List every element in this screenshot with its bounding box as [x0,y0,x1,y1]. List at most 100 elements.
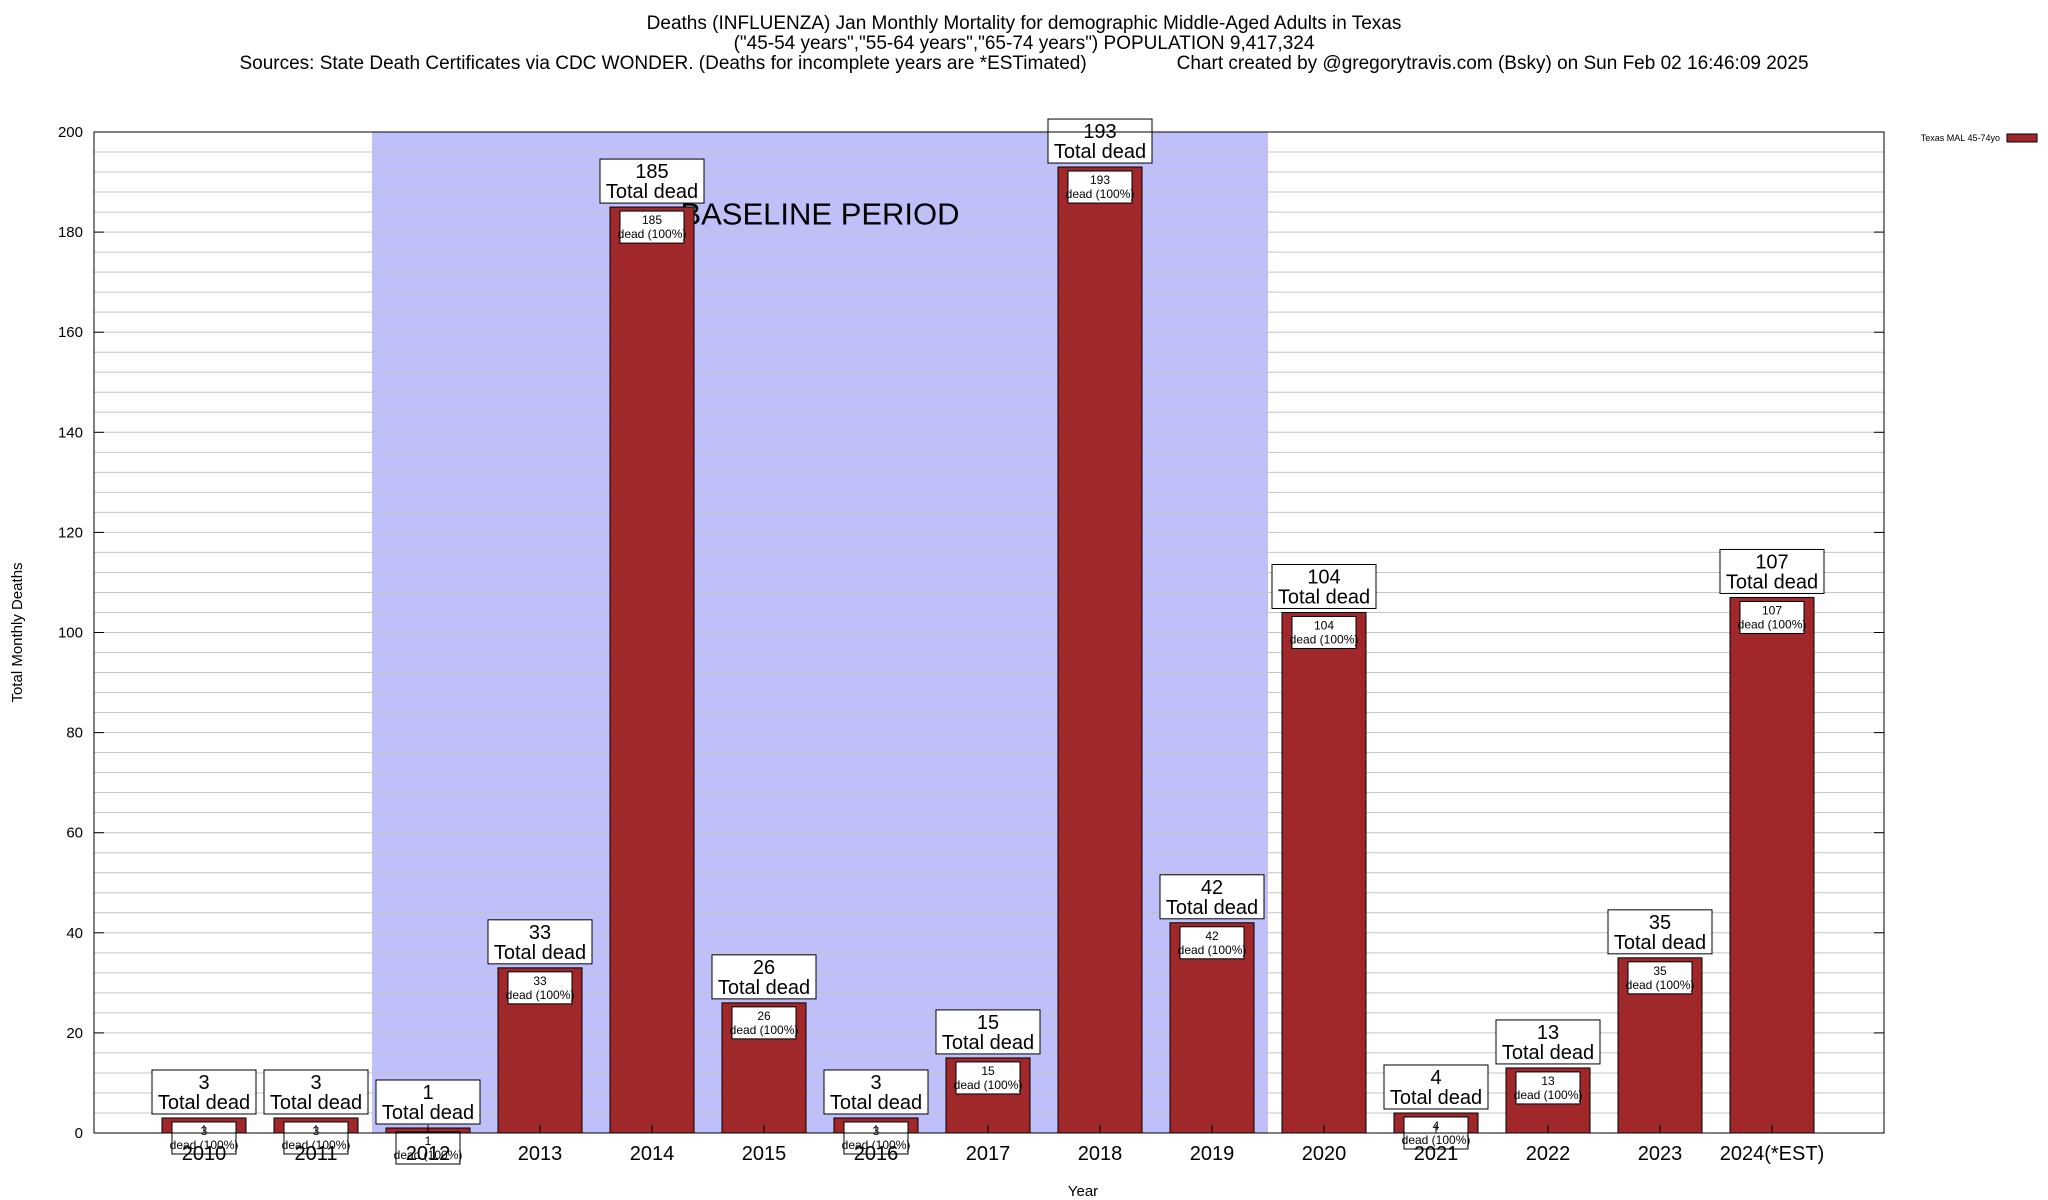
y-tick-label: 160 [58,324,83,341]
bar-total-label-box [1383,1064,1489,1110]
x-tick-label: 2021 [1414,1143,1459,1165]
bar-total-value: 104 [1307,566,1340,588]
bar-data-label-text: dead (100%) [1514,1088,1583,1102]
bar-total-text: Total dead [718,977,810,999]
bar-data-label-value: 15 [981,1064,995,1078]
bar-total-value: 15 [977,1012,999,1034]
bar-data-label-text: dead (100%) [1290,632,1359,646]
y-axis-title: Total Monthly Deaths [9,562,26,702]
bar-total-value: 1 [422,1082,433,1104]
bar [1281,611,1367,1134]
x-tick-label: 2018 [1078,1143,1123,1165]
x-axis-title: Year [1068,1183,1098,1200]
bar-total-value: 3 [870,1072,881,1094]
x-tick-label: 2010 [182,1143,227,1165]
x-tick-label: 2011 [294,1143,337,1165]
bar [609,206,695,1134]
x-tick-label: 2016 [854,1143,899,1165]
bar-total-label-box [935,1009,1041,1055]
y-tick-label: 0 [75,1125,83,1142]
bar-data-label-text: dead (100%) [282,1138,351,1152]
x-tick-label: 2014 [630,1143,675,1165]
bar-data-label-box [1739,600,1805,634]
y-tick-label: 120 [58,524,83,541]
legend-swatch [2006,133,2038,143]
x-tick-label: 2022 [1526,1143,1571,1165]
bar-total-label-box [711,954,817,1000]
y-tick-label: 100 [58,625,83,642]
bar-data-label-box [507,971,573,1005]
bar-data-label-box [1291,615,1357,649]
bar-total-label-box [1271,563,1377,609]
bar-total-value: 33 [529,922,551,944]
bar-data-label-text: dead (100%) [506,988,575,1002]
bar-total-value: 35 [1649,912,1671,934]
plot-border [93,131,1885,1134]
bar-data-label-value: 13 [1541,1074,1555,1088]
chart-source: Sources: State Death Certificates via CD… [239,53,1087,74]
bar-data-label-value: 42 [1205,929,1219,943]
bar-data-label-value: 193 [1090,173,1110,187]
bar-data-label-value: 33 [533,974,547,988]
bar-total-text: Total dead [1054,141,1146,163]
x-tick-label: 2024(*EST) [1720,1143,1825,1165]
chart-title: Deaths (INFLUENZA) Jan Monthly Mortality… [646,13,1402,34]
bar-total-text: Total dead [1726,571,1818,593]
bar-total-label-box [1495,1019,1601,1065]
bar-data-label-text: dead (100%) [618,227,687,241]
bar-data-label-text: dead (100%) [842,1138,911,1152]
bar-data-label-text: dead (100%) [954,1078,1023,1092]
bar-total-text: Total dead [1166,897,1258,919]
bar-total-label-box [1719,548,1825,594]
bar-total-value: 13 [1537,1022,1559,1044]
bar-data-label-text: dead (100%) [730,1023,799,1037]
bar-data-label-text: dead (100%) [394,1148,463,1162]
bar [1057,166,1143,1134]
bar-data-label-box [955,1061,1021,1095]
bar-total-text: Total dead [606,181,698,203]
bar-total-text: Total dead [1614,932,1706,954]
bar-data-label-value: 1 [425,1134,432,1148]
bar-total-text: Total dead [1278,586,1370,608]
x-tick-label: 2013 [518,1143,563,1165]
bar-data-label-box [1627,961,1693,995]
bar-data-label-text: dead (100%) [1626,978,1695,992]
bar-total-text: Total dead [1502,1042,1594,1064]
bar-total-label-box [823,1069,929,1115]
bar-data-label-value: 185 [642,213,662,227]
bar-total-value: 4 [1430,1067,1441,1089]
bar-data-label-box [395,1131,461,1165]
x-tick-label: 2015 [742,1143,787,1165]
chart-credit: Chart created by @gregorytravis.com (Bsk… [1176,53,1809,74]
bar-total-text: Total dead [158,1092,250,1114]
bar-data-label-box [1179,926,1245,960]
bar-total-text: Total dead [1390,1087,1482,1109]
x-tick-label: 2012 [406,1143,451,1165]
bar-data-label-box [1515,1071,1581,1105]
bar-total-text: Total dead [942,1032,1034,1054]
bar-total-label-box [375,1079,481,1125]
bar-total-value: 107 [1755,551,1788,573]
chart-title-block: Deaths (INFLUENZA) Jan Monthly Mortality… [0,14,2048,74]
x-tick-label: 2019 [1190,1143,1235,1165]
bar-total-value: 3 [310,1072,321,1094]
bar-data-label-box [1067,170,1133,204]
bar-data-label-text: dead (100%) [1066,187,1135,201]
bar-total-label-box [151,1069,257,1115]
bar-data-label-text: dead (100%) [1402,1133,1471,1147]
chart-source-line: Sources: State Death Certificates via CD… [0,54,2048,74]
bar-total-text: Total dead [494,942,586,964]
y-tick-label: 80 [66,725,83,742]
bar-total-label-box [263,1069,369,1115]
bar [1729,596,1815,1134]
bar-data-label-box [619,210,685,244]
chart-subtitle: ("45-54 years","55-64 years","65-74 year… [733,33,1315,54]
bar-total-label-box [1607,909,1713,955]
bar-data-label-box [731,1006,797,1040]
bar-data-label-value: 26 [757,1009,771,1023]
bar-data-label-text: dead (100%) [1178,943,1247,957]
y-tick-label: 140 [58,424,83,441]
x-tick-label: 2020 [1302,1143,1347,1165]
y-tick-label: 20 [66,1025,83,1042]
bar-total-value: 26 [753,957,775,979]
